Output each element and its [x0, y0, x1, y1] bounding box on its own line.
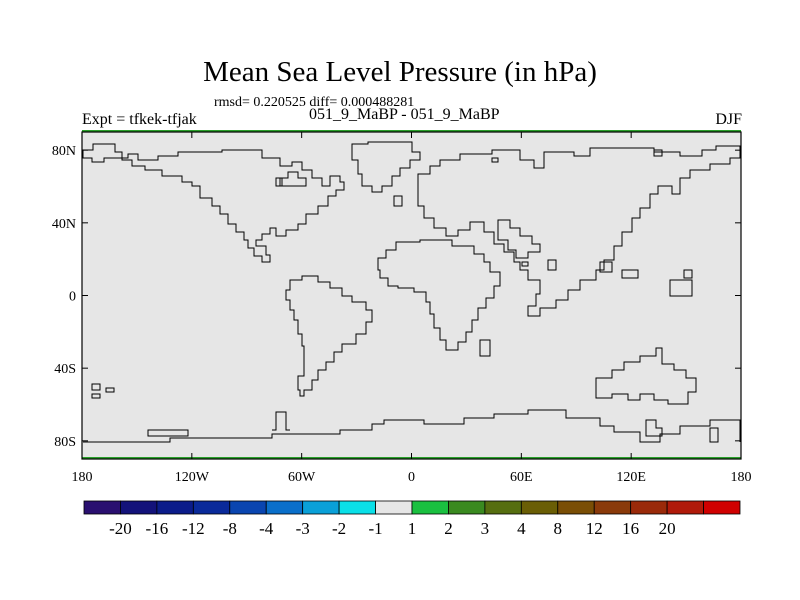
coastline-island-pacific-2 [91, 393, 101, 399]
colorbar-label: 16 [622, 519, 639, 538]
x-tick-label: 180 [72, 470, 93, 485]
colorbar-swatch [666, 500, 704, 515]
colorbar-swatch [302, 500, 340, 515]
coastline-island-medit [521, 261, 529, 267]
colorbar-label: 4 [517, 519, 526, 538]
axis-ticks: 180 120W 60W 0 60E 120E 180 80N 40N 0 40S 80S [52, 132, 752, 485]
colorbar-label: -20 [109, 519, 132, 538]
colorbar-label: 20 [659, 519, 676, 538]
runs-label: 051_9_MaBP - 051_9_MaBP [309, 106, 500, 123]
colorbar-swatch [557, 500, 595, 515]
colorbar-label: 1 [408, 519, 417, 538]
x-tick-label: 60W [288, 470, 316, 485]
colorbar-swatch [375, 500, 413, 515]
colorbar-label: -3 [296, 519, 310, 538]
stats-label: rmsd= 0.220525 diff= 0.000488281 [214, 95, 415, 110]
x-tick-label: 120W [175, 470, 210, 485]
coastline-madagascar [479, 339, 491, 357]
colorbar-label: -16 [146, 519, 169, 538]
colorbar-swatch [83, 500, 121, 515]
page-title: Mean Sea Level Pressure (in hPa) [203, 56, 597, 88]
coastline-arabia [497, 219, 541, 259]
coastline-ice-shelf [147, 429, 189, 437]
colorbar-swatch [484, 500, 522, 515]
x-tick-label: 0 [408, 470, 415, 485]
colorbar-label: 8 [554, 519, 563, 538]
coastline-antarctic-peninsula [272, 411, 290, 431]
colorbar-swatch [192, 500, 231, 515]
colorbar-label: -4 [259, 519, 274, 538]
coastline-australia [595, 347, 697, 405]
coastline-indonesia-3 [683, 269, 693, 279]
coastline-japan [653, 149, 663, 157]
coastline-north-america [82, 143, 345, 263]
coastline-greenland [351, 141, 421, 193]
coastline-south-america [285, 275, 373, 397]
coastline-indonesia-1 [621, 269, 639, 279]
colorbar-swatch [411, 500, 449, 515]
coastline-island-pacific-1 [91, 383, 101, 391]
colorbar-swatch [448, 500, 486, 515]
map-area [82, 132, 741, 459]
y-tick-label: 40N [52, 217, 76, 232]
top-border-band [82, 130, 741, 133]
colorbar-label: 3 [481, 519, 490, 538]
y-tick-label: 80S [54, 435, 76, 450]
coastline-island-pacific-3 [105, 387, 115, 393]
colorbar-swatch [703, 500, 741, 515]
colorbar-label: -2 [332, 519, 346, 538]
coastline-island-atlantic [491, 157, 499, 163]
y-tick-label: 0 [69, 290, 76, 305]
colorbar: -20 -16 -12 -8 -4 -3 -2 -1 1 2 3 4 8 12 16 20 [83, 500, 741, 538]
colorbar-swatch [338, 500, 376, 515]
y-tick-label: 80N [52, 144, 76, 159]
colorbar-label: 2 [444, 519, 453, 538]
colorbar-swatch [520, 500, 559, 515]
colorbar-swatch [593, 500, 632, 515]
coastline-iceland [393, 195, 403, 207]
colorbar-swatch [265, 500, 304, 515]
coastline-antarctica [83, 409, 741, 443]
coastline-new-zealand [709, 427, 719, 443]
experiment-label: Expt = tfkek-tfjak [82, 111, 197, 128]
colorbar-label: 12 [586, 519, 603, 538]
colorbar-label: -12 [182, 519, 205, 538]
colorbar-swatch [156, 500, 194, 515]
x-tick-label: 60E [510, 470, 533, 485]
coastline-africa [377, 239, 501, 351]
colorbar-swatch [120, 500, 158, 515]
coastline-arctic-island-2 [275, 177, 283, 187]
coastline-arctic-island [279, 171, 307, 187]
x-tick-label: 180 [731, 470, 752, 485]
colorbar-label: -8 [223, 519, 237, 538]
colorbar-label: -1 [368, 519, 382, 538]
coastline-tasmania [645, 419, 663, 437]
coastline-india [547, 259, 557, 271]
coastlines [82, 141, 741, 443]
coastline-indonesia-2 [669, 279, 693, 297]
colorbar-swatch [630, 500, 668, 515]
coastline-sea-islands [599, 261, 613, 273]
season-label: DJF [715, 111, 742, 128]
coastline-eurasia [417, 145, 741, 317]
y-tick-label: 40S [54, 362, 76, 377]
x-tick-label: 120E [616, 470, 646, 485]
colorbar-swatch [229, 500, 267, 515]
